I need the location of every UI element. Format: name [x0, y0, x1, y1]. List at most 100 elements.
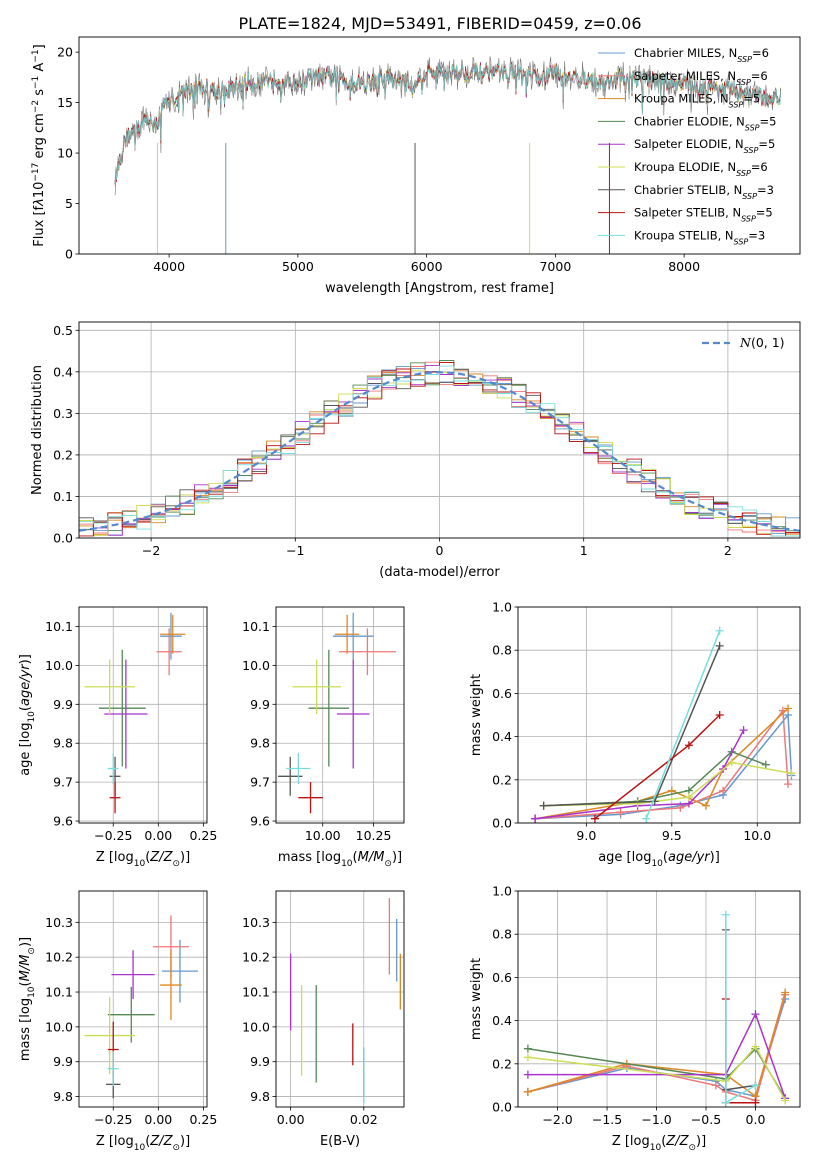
weight-marker	[523, 1087, 532, 1096]
weight-marker	[715, 711, 724, 719]
weight-series-line	[527, 1012, 786, 1099]
weight-marker	[721, 910, 730, 919]
x-tick-label: 0.00	[144, 828, 172, 843]
weight-marker	[590, 814, 599, 823]
y-tick-label: 0.1	[53, 489, 73, 504]
y-tick-label: 10.1	[242, 985, 270, 1000]
weight-marker	[719, 786, 728, 795]
y-tick-label: 0.8	[492, 643, 512, 658]
weight-marker	[711, 1081, 720, 1090]
y-tick-label: 9.9	[53, 1054, 73, 1069]
y-tick-label: 10.1	[242, 619, 270, 634]
weight-marker	[787, 769, 796, 778]
x-tick-label: 0.0	[746, 1112, 766, 1127]
x-tick-label: 8000	[668, 259, 700, 274]
x-axis-label: age [log10(age/yr)]	[598, 850, 720, 869]
axes-frame	[517, 890, 801, 1108]
errorbar-point	[156, 628, 182, 676]
legend-entry: Kroupa MILES, NSSP=5	[634, 92, 760, 110]
y-tick-label: 10.2	[242, 950, 270, 965]
x-tick-label: −1	[286, 543, 304, 558]
y-tick-label: 10.0	[242, 658, 270, 673]
y-tick-label: 0.5	[53, 323, 73, 338]
chart-mass_vs_EBV: 0.00 0.02 9.8 9.9 10.0 10.1 10.2 10.3 E(B-V)	[242, 890, 405, 1149]
errorbar-point	[84, 659, 135, 715]
weight-marker	[781, 988, 790, 997]
x-axis-label: mass [log10(M/M⊙)]	[278, 850, 402, 869]
x-tick-label: 9.0	[576, 828, 596, 843]
weight-marker	[633, 799, 642, 808]
axes-frame	[275, 890, 405, 1108]
weight-marker	[721, 1098, 730, 1107]
weight-marker	[523, 1070, 532, 1079]
y-tick-label: 9.7	[53, 775, 73, 790]
gaussian-curve	[79, 371, 800, 532]
y-axis-label: age [log10(age/yr)]	[18, 654, 37, 776]
y-tick-label: 10.1	[45, 985, 73, 1000]
weight-series-line	[535, 708, 789, 820]
y-axis-label: mass weight	[469, 674, 484, 756]
weight-marker	[523, 1053, 532, 1062]
weight-marker	[642, 814, 651, 823]
weight-marker	[784, 704, 793, 713]
errorbar-point	[160, 612, 182, 660]
x-axis-label: Z [log10(Z/Z⊙)]	[612, 1134, 706, 1153]
x-tick-label: −2	[142, 543, 160, 558]
plot-area	[114, 56, 782, 254]
errorbar-point	[292, 659, 342, 715]
axes-frame	[78, 890, 208, 1108]
y-tick-label: 9.6	[250, 814, 270, 829]
plot-area	[79, 607, 207, 823]
errorbar-point	[104, 659, 148, 769]
weight-marker	[751, 1098, 760, 1107]
errorbar-point	[338, 628, 396, 676]
plot-area	[79, 322, 800, 538]
chart-spectrum: 4000 5000 6000 7000 8000 0 5 10 15 20 wavelength […	[31, 36, 801, 296]
chart-weight_vs_age: 9.0 9.5 10.0 0.0 0.2 0.4 0.6 0.8 1.0 age [log10(a…	[469, 600, 801, 869]
y-tick-label: 9.9	[53, 697, 73, 712]
chart-mass_vs_Z: −0.25 0.00 0.25 9.8 9.9 10.0 10.1 10.2 10.3 Z [lo…	[18, 890, 217, 1153]
x-axis-label: E(B-V)	[320, 1134, 360, 1149]
x-tick-label: 1	[580, 543, 588, 558]
y-tick-label: 0.3	[53, 406, 73, 421]
x-axis-label: Z [log10(Z/Z⊙)]	[96, 850, 190, 869]
y-tick-label: 1.0	[492, 884, 512, 899]
y-tick-label: 0.4	[53, 364, 73, 379]
x-axis-label: Z [log10(Z/Z⊙)]	[96, 1134, 190, 1153]
y-tick-label: 9.8	[250, 1089, 270, 1104]
y-tick-label: 0.6	[492, 970, 512, 985]
weight-series-line	[535, 713, 793, 820]
chart-age_vs_Z: −0.25 0.00 0.25 9.6 9.7 9.8 9.9 10.0 10.1 Z [log1…	[18, 606, 217, 869]
x-tick-label: 7000	[539, 259, 571, 274]
plot-area	[276, 891, 404, 1107]
chart-weight_vs_Z: −2.0 −1.5 −1.0 −0.5 0.0 0.0 0.2 0.4 0.6 0.8 1.0 Z […	[469, 884, 801, 1153]
histogram-series	[79, 368, 800, 537]
weight-marker	[616, 808, 625, 817]
spectrum-model-line	[114, 62, 782, 185]
axes-frame	[78, 606, 208, 824]
x-tick-label: 10.0	[743, 828, 771, 843]
weight-series-line	[543, 645, 721, 807]
x-tick-label: 9.5	[662, 828, 682, 843]
weight-series-line	[645, 630, 721, 819]
weight-marker	[781, 1096, 790, 1105]
y-axis-label: Flux [fλ10−17 erg cm−2 s−1 A−1]	[31, 44, 47, 246]
y-axis-label: mass weight	[469, 958, 484, 1040]
errorbar-point	[286, 752, 311, 785]
y-tick-label: 0.2	[53, 447, 73, 462]
axes-frame	[78, 36, 801, 255]
y-tick-label: 9.8	[53, 1089, 73, 1104]
y-tick-label: 15	[57, 95, 73, 110]
legend-entry: Chabrier STELIB, NSSP=3	[634, 183, 774, 201]
weight-series-line	[527, 1045, 786, 1101]
weight-marker	[727, 758, 736, 767]
weight-marker	[761, 760, 770, 769]
errorbar-point	[336, 659, 370, 769]
y-tick-label: 0	[65, 247, 73, 262]
x-tick-label: 4000	[153, 259, 185, 274]
x-tick-label: 2	[724, 543, 732, 558]
y-tick-label: 10.2	[45, 950, 73, 965]
weight-marker	[684, 741, 693, 750]
weight-series-line	[534, 707, 789, 820]
errorbar-point	[109, 782, 121, 814]
